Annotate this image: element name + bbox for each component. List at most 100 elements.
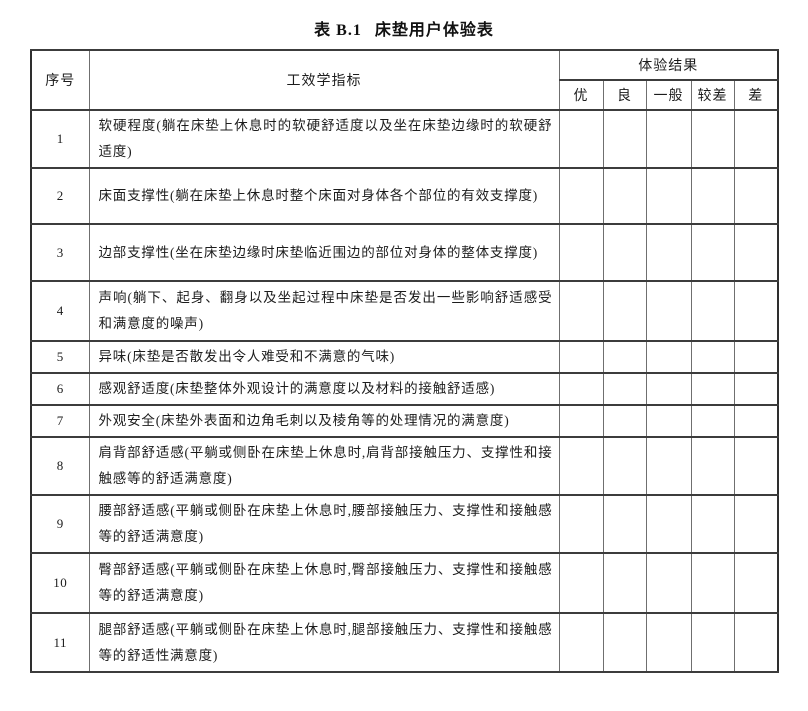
row-number: 2: [30, 167, 90, 225]
result-cell: [733, 404, 779, 438]
result-cell: [733, 223, 779, 282]
table-row: 8 肩背部舒适感(平躺或侧卧在床垫上休息时,肩背部接触压力、支撑性和接触感等的舒…: [30, 436, 779, 496]
indicator-text: 臀部舒适感(平躺或侧卧在床垫上休息时,臀部接触压力、支撑性和接触感等的舒适满意度…: [88, 552, 560, 614]
table-row: 10 臀部舒适感(平躺或侧卧在床垫上休息时,臀部接触压力、支撑性和接触感等的舒适…: [30, 552, 779, 614]
result-cell: [645, 552, 692, 614]
result-cell: [733, 109, 779, 169]
result-cell: [645, 109, 692, 169]
result-cell: [602, 167, 647, 225]
result-cell: [602, 494, 647, 554]
table-row: 2 床面支撑性(躺在床垫上休息时整个床面对身体各个部位的有效支撑度): [30, 167, 779, 225]
result-cell: [558, 552, 604, 614]
row-number: 7: [30, 404, 90, 438]
result-cell: [558, 340, 604, 374]
result-cell: [602, 109, 647, 169]
result-cell: [733, 167, 779, 225]
page-title: 表 B.1 床垫用户体验表: [0, 16, 808, 40]
result-cell: [733, 494, 779, 554]
result-cell: [645, 280, 692, 342]
row-number: 3: [30, 223, 90, 282]
result-cell: [558, 494, 604, 554]
result-cell: [733, 340, 779, 374]
table-row: 6 感观舒适度(床垫整体外观设计的满意度以及材料的接触舒适感): [30, 372, 779, 406]
indicator-text: 边部支撑性(坐在床垫边缘时床垫临近围边的部位对身体的整体支撑度): [88, 223, 560, 282]
column-header-level-average: 一般: [645, 79, 692, 111]
result-cell: [558, 612, 604, 673]
result-cell: [690, 436, 735, 496]
result-cell: [690, 340, 735, 374]
indicator-text: 肩背部舒适感(平躺或侧卧在床垫上休息时,肩背部接触压力、支撑性和接触感等的舒适满…: [88, 436, 560, 496]
row-number: 4: [30, 280, 90, 342]
row-number: 10: [30, 552, 90, 614]
result-cell: [602, 340, 647, 374]
column-header-level-poor: 较差: [690, 79, 735, 111]
result-cell: [733, 612, 779, 673]
result-cell: [602, 404, 647, 438]
result-cell: [690, 612, 735, 673]
indicator-text: 腰部舒适感(平躺或侧卧在床垫上休息时,腰部接触压力、支撑性和接触感等的舒适满意度…: [88, 494, 560, 554]
table-row: 1 软硬程度(躺在床垫上休息时的软硬舒适度以及坐在床垫边缘时的软硬舒适度): [30, 109, 779, 169]
result-cell: [690, 404, 735, 438]
result-cell: [558, 223, 604, 282]
result-cell: [645, 612, 692, 673]
result-cell: [690, 552, 735, 614]
result-cell: [645, 436, 692, 496]
result-cell: [690, 280, 735, 342]
result-cell: [558, 436, 604, 496]
table-row: 7 外观安全(床垫外表面和边角毛刺以及棱角等的处理情况的满意度): [30, 404, 779, 438]
table-number-label: 表 B.1: [314, 22, 362, 39]
result-cell: [602, 280, 647, 342]
result-cell: [602, 223, 647, 282]
result-cell: [645, 167, 692, 225]
result-cell: [733, 436, 779, 496]
result-cell: [602, 612, 647, 673]
table-name-label: 床垫用户体验表: [374, 22, 494, 39]
result-cell: [690, 109, 735, 169]
indicator-text: 外观安全(床垫外表面和边角毛刺以及棱角等的处理情况的满意度): [88, 404, 560, 438]
table-header: 序号 工效学指标 体验结果 优 良 一般 较差 差: [30, 49, 779, 111]
column-header-level-bad: 差: [733, 79, 779, 111]
result-cell: [602, 436, 647, 496]
result-cell: [558, 167, 604, 225]
result-cell: [733, 372, 779, 406]
indicator-text: 软硬程度(躺在床垫上休息时的软硬舒适度以及坐在床垫边缘时的软硬舒适度): [88, 109, 560, 169]
indicator-text: 感观舒适度(床垫整体外观设计的满意度以及材料的接触舒适感): [88, 372, 560, 406]
result-cell: [558, 280, 604, 342]
result-cell: [558, 109, 604, 169]
result-cell: [645, 494, 692, 554]
indicator-text: 腿部舒适感(平躺或侧卧在床垫上休息时,腿部接触压力、支撑性和接触感等的舒适性满意…: [88, 612, 560, 673]
row-number: 11: [30, 612, 90, 673]
table-row: 3 边部支撑性(坐在床垫边缘时床垫临近围边的部位对身体的整体支撑度): [30, 223, 779, 282]
indicator-text: 异味(床垫是否散发出令人难受和不满意的气味): [88, 340, 560, 374]
column-header-indicator: 工效学指标: [88, 49, 560, 111]
result-cell: [690, 223, 735, 282]
result-cell: [690, 494, 735, 554]
result-cell: [645, 404, 692, 438]
indicator-text: 声响(躺下、起身、翻身以及坐起过程中床垫是否发出一些影响舒适感受和满意度的噪声): [88, 280, 560, 342]
row-number: 9: [30, 494, 90, 554]
result-cell: [645, 223, 692, 282]
column-header-level-excellent: 优: [558, 79, 604, 111]
result-cell: [645, 340, 692, 374]
result-cell: [558, 372, 604, 406]
column-header-no: 序号: [30, 49, 90, 111]
row-number: 8: [30, 436, 90, 496]
user-experience-table: 序号 工效学指标 体验结果 优 良 一般 较差 差 1 软硬程度(躺在床垫上休息…: [30, 49, 780, 673]
table-row: 5 异味(床垫是否散发出令人难受和不满意的气味): [30, 340, 779, 374]
result-cell: [645, 372, 692, 406]
column-header-level-good: 良: [602, 79, 647, 111]
result-cell: [558, 404, 604, 438]
row-number: 5: [30, 340, 90, 374]
result-cell: [602, 552, 647, 614]
result-cell: [733, 280, 779, 342]
row-number: 1: [30, 109, 90, 169]
table-row: 11 腿部舒适感(平躺或侧卧在床垫上休息时,腿部接触压力、支撑性和接触感等的舒适…: [30, 612, 779, 673]
indicator-text: 床面支撑性(躺在床垫上休息时整个床面对身体各个部位的有效支撑度): [88, 167, 560, 225]
row-number: 6: [30, 372, 90, 406]
table-row: 9 腰部舒适感(平躺或侧卧在床垫上休息时,腰部接触压力、支撑性和接触感等的舒适满…: [30, 494, 779, 554]
result-cell: [690, 167, 735, 225]
result-cell: [733, 552, 779, 614]
result-cell: [690, 372, 735, 406]
table-row: 4 声响(躺下、起身、翻身以及坐起过程中床垫是否发出一些影响舒适感受和满意度的噪…: [30, 280, 779, 342]
result-cell: [602, 372, 647, 406]
